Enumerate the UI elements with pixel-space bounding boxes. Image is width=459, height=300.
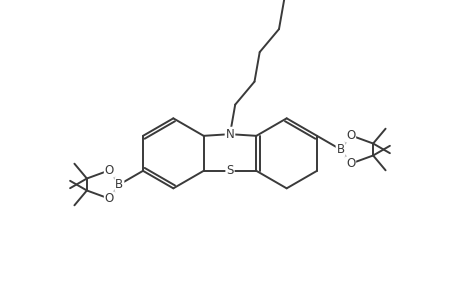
Text: N: N	[225, 128, 234, 141]
Text: B: B	[336, 143, 344, 156]
Text: O: O	[345, 157, 354, 170]
Text: S: S	[226, 164, 233, 177]
Text: B: B	[115, 178, 123, 191]
Text: O: O	[345, 129, 354, 142]
Text: O: O	[105, 192, 114, 205]
Text: O: O	[105, 164, 114, 177]
